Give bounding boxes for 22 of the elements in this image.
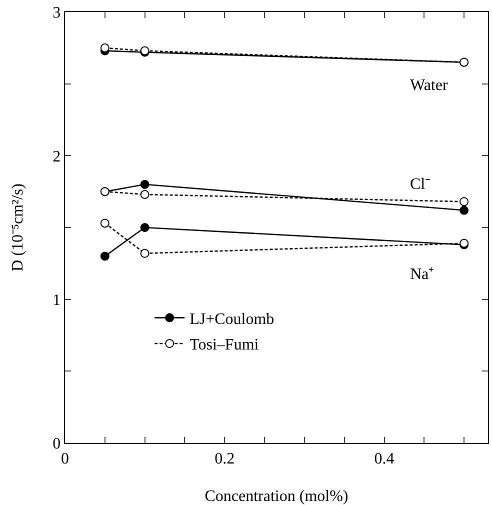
point: [460, 206, 469, 215]
point: [460, 197, 469, 206]
annotation: Water: [410, 77, 448, 94]
point: [100, 43, 110, 52]
point: [100, 252, 110, 261]
x-tick-label: 0.2: [214, 450, 235, 468]
annotation: Cl⁻: [410, 176, 430, 193]
point: [100, 218, 110, 228]
y-tick-label: 0: [52, 436, 61, 453]
x-axis-title: Concentration (mol%): [204, 488, 348, 505]
point: [140, 190, 150, 199]
x-tick-label: 0.4: [374, 450, 394, 468]
legend-label: LJ+Coulomb: [190, 310, 274, 328]
point: [140, 180, 150, 189]
y-axis-title: D (10⁻⁵cm²/s): [10, 184, 27, 272]
y-tick-label: 2: [52, 148, 61, 166]
y-tick-label: 1: [52, 292, 61, 309]
y-tick-label: 3: [52, 4, 61, 22]
point: [140, 223, 150, 232]
point: [140, 248, 150, 258]
annotation: Na⁺: [410, 266, 434, 283]
legend-label: Tosi–Fumi: [190, 336, 260, 354]
